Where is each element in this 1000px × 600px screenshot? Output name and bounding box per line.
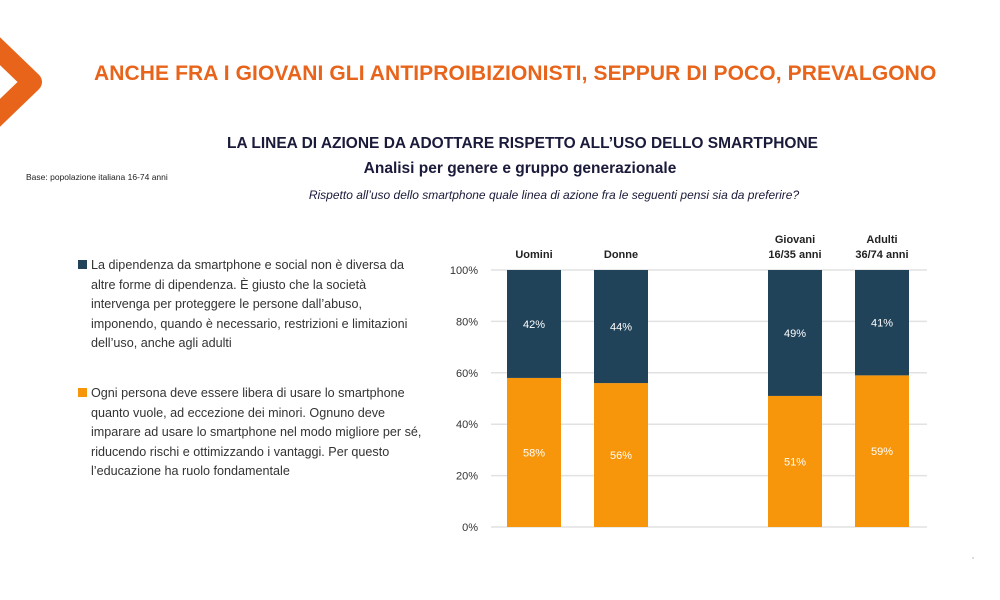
chart-subtitle: Analisi per genere e gruppo generazional… [363, 160, 677, 177]
legend-item-freedom: Ogni persona deve essere libera di usare… [78, 384, 423, 482]
chevron-right-icon [0, 37, 42, 127]
y-tick-label: 80% [456, 316, 478, 328]
data-label: 58% [523, 447, 545, 459]
bar-segment [594, 270, 648, 384]
chart-title: LA LINEA DI AZIONE DA ADOTTARE RISPETTO … [226, 135, 818, 152]
y-tick-label: 100% [450, 265, 478, 277]
y-tick-label: 20% [456, 471, 478, 483]
legend-text: La dipendenza da smartphone e social non… [91, 258, 408, 350]
bar-segment [594, 383, 648, 527]
category-label: Donne [604, 249, 638, 261]
y-tick-label: 40% [456, 419, 478, 431]
data-label: 59% [871, 446, 893, 458]
legend-text: Ogni persona deve essere libera di usare… [91, 386, 422, 478]
category-label: Adulti [866, 234, 897, 246]
page-title: ANCHE FRA I GIOVANI GLI ANTIPROIBIZIONIS… [94, 62, 937, 85]
category-label: 16/35 anni [768, 249, 821, 261]
data-label: 51% [784, 456, 806, 468]
bar-segment [768, 270, 822, 396]
data-label: 49% [784, 328, 806, 340]
slide-marker [972, 557, 974, 559]
base-note: Base: popolazione italiana 16-74 anni [26, 172, 168, 182]
survey-question: Rispetto all’uso dello smartphone quale … [308, 188, 800, 202]
category-label: 36/74 anni [855, 249, 908, 261]
category-label: Giovani [775, 234, 815, 246]
y-tick-label: 60% [456, 368, 478, 380]
y-tick-label: 0% [462, 522, 478, 534]
data-label: 44% [610, 322, 632, 334]
bar-segment [768, 395, 822, 527]
stacked-bar-chart: 0% 20% 40% 60% 80% 100% 58% 42% Uomini 56% 44% Donn… [450, 234, 927, 534]
bar-segment [855, 270, 909, 376]
legend-swatch-orange [78, 388, 87, 397]
bar-segment [507, 270, 561, 378]
data-label: 42% [523, 319, 545, 331]
data-label: 56% [610, 450, 632, 462]
category-label: Uomini [515, 249, 552, 261]
bar-segment [855, 375, 909, 527]
legend-item-restrictions: La dipendenza da smartphone e social non… [78, 256, 423, 354]
legend-swatch-navy [78, 260, 87, 269]
data-label: 41% [871, 318, 893, 330]
bar-segment [507, 377, 561, 527]
